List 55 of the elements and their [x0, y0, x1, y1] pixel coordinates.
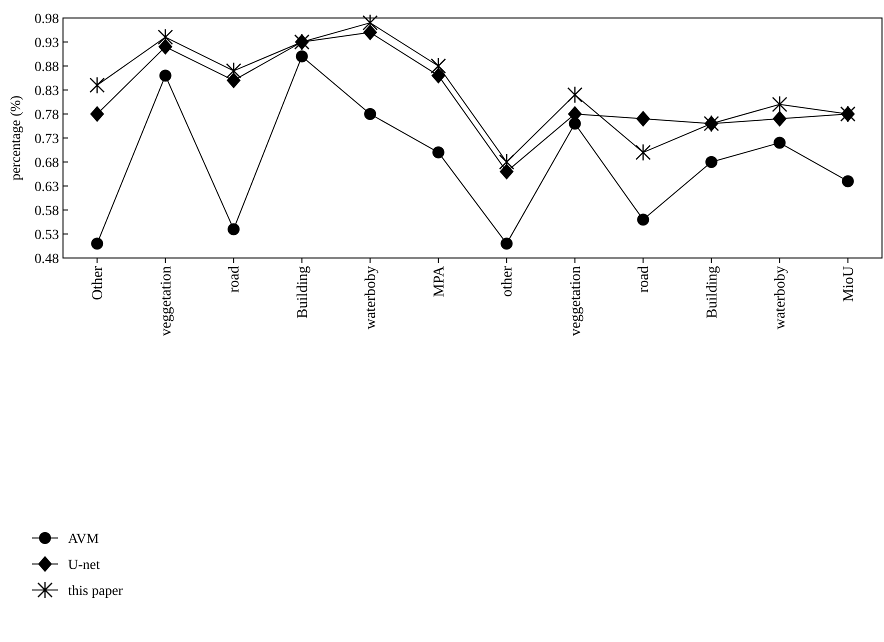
- point: [432, 146, 444, 158]
- point: [431, 68, 446, 84]
- legend-label: AVM: [68, 532, 100, 547]
- point: [228, 223, 240, 236]
- point: [567, 86, 583, 104]
- x-tick-label: Other: [90, 266, 106, 300]
- point: [159, 70, 172, 82]
- x-tick-label: MioU: [840, 266, 857, 302]
- y-axis-title: percentage (%): [9, 95, 24, 181]
- x-tick-label: Building: [294, 266, 311, 319]
- x-tick-label: other: [500, 266, 516, 297]
- point: [774, 136, 786, 149]
- x-tick-label: waterboby: [772, 266, 789, 330]
- point: [158, 38, 172, 55]
- y-tick-label: 0.98: [34, 12, 59, 27]
- point: [772, 110, 787, 127]
- x-tick-label: veggetation: [568, 266, 584, 336]
- y-tick-label: 0.68: [34, 156, 59, 171]
- point: [362, 14, 378, 32]
- x-tick-label: MPA: [431, 266, 448, 298]
- y-tick-label: 0.78: [34, 108, 59, 123]
- point: [637, 214, 650, 226]
- point: [635, 144, 651, 162]
- point: [89, 76, 105, 94]
- point: [91, 238, 104, 250]
- point: [500, 164, 514, 180]
- y-tick-label: 0.83: [34, 84, 59, 99]
- x-tick-label: road: [226, 266, 243, 293]
- point: [296, 50, 308, 62]
- point: [364, 108, 376, 120]
- point: [500, 238, 513, 250]
- y-tick-label: 0.73: [34, 132, 59, 147]
- point: [363, 24, 378, 40]
- y-tick-label: 0.93: [34, 36, 59, 51]
- point: [705, 156, 718, 168]
- point: [498, 153, 514, 171]
- point: [226, 62, 242, 80]
- point: [430, 57, 446, 75]
- point: [90, 106, 104, 122]
- x-tick-label: waterboby: [363, 266, 380, 330]
- point: [772, 96, 788, 114]
- x-tick-label: veggetation: [158, 266, 174, 336]
- x-tick-label: road: [636, 266, 652, 293]
- y-tick-label: 0.63: [34, 180, 59, 195]
- point: [226, 72, 241, 88]
- y-tick-label: 0.58: [34, 204, 59, 219]
- y-tick-label: 0.88: [34, 60, 59, 75]
- legend-label: this paper: [68, 584, 124, 599]
- legend-label: U-net: [68, 558, 100, 573]
- y-tick-label: 0.48: [34, 252, 59, 267]
- y-tick-label: 0.53: [34, 228, 59, 243]
- point: [636, 110, 650, 127]
- x-tick-label: Building: [704, 266, 720, 319]
- point: [158, 28, 174, 46]
- point: [842, 175, 854, 188]
